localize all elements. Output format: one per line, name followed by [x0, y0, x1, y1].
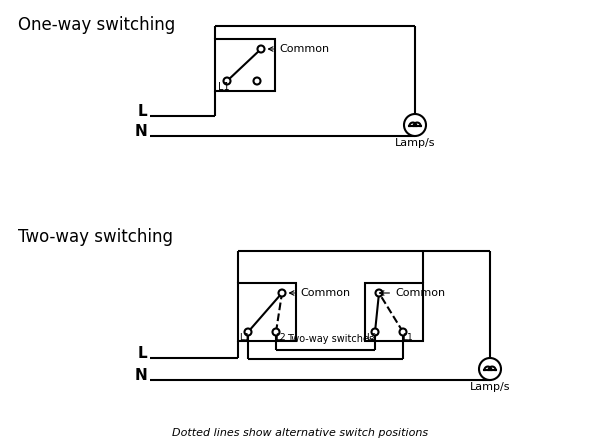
Circle shape: [245, 329, 251, 335]
Bar: [238, 283, 296, 341]
Text: One-way switching: One-way switching: [18, 16, 175, 34]
Text: Dotted lines show alternative switch positions: Dotted lines show alternative switch pos…: [172, 428, 428, 438]
Text: L2: L2: [275, 333, 286, 342]
Text: L2: L2: [366, 333, 377, 342]
Text: Common: Common: [290, 288, 350, 298]
Circle shape: [272, 329, 280, 335]
Circle shape: [371, 329, 379, 335]
Circle shape: [278, 289, 286, 297]
Text: Two-way switching: Two-way switching: [18, 228, 173, 246]
Text: N: N: [134, 124, 147, 140]
Text: L1: L1: [402, 333, 413, 342]
Text: L1: L1: [239, 333, 250, 342]
Bar: [365, 283, 423, 341]
Circle shape: [479, 358, 501, 380]
Text: L1: L1: [218, 82, 230, 92]
Circle shape: [404, 114, 426, 136]
Circle shape: [376, 289, 383, 297]
Text: Lamp/s: Lamp/s: [470, 382, 510, 392]
Text: Two-way switches: Two-way switches: [287, 334, 374, 344]
Text: Common: Common: [269, 44, 329, 54]
Text: L: L: [137, 104, 147, 120]
Text: Common: Common: [380, 288, 445, 298]
Circle shape: [257, 45, 265, 53]
Text: N: N: [134, 368, 147, 384]
Bar: [215, 39, 275, 91]
Circle shape: [254, 78, 260, 84]
Text: Lamp/s: Lamp/s: [395, 138, 435, 148]
Circle shape: [400, 329, 407, 335]
Circle shape: [223, 78, 230, 84]
Text: L: L: [137, 347, 147, 362]
